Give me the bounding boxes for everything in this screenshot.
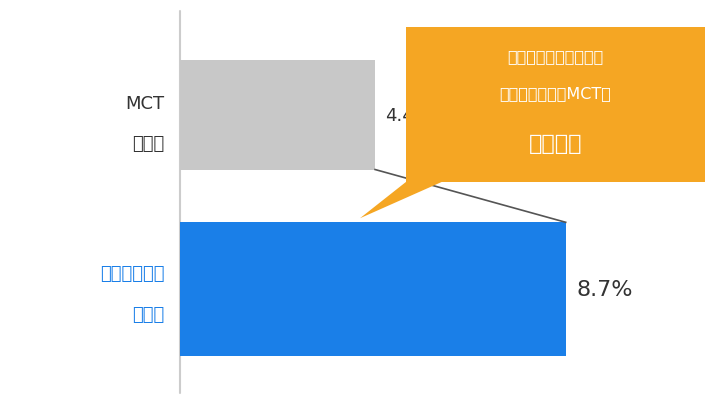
Text: MCT: MCT	[125, 94, 165, 112]
Text: ターメリックオイルの: ターメリックオイルの	[508, 49, 603, 64]
Text: オイル: オイル	[132, 135, 165, 153]
Text: オイル: オイル	[132, 305, 165, 323]
FancyBboxPatch shape	[406, 28, 705, 182]
Text: 8.7%: 8.7%	[576, 279, 632, 300]
Text: 約２倍！: 約２倍！	[528, 134, 582, 154]
Text: セサミン濃度はMCTの: セサミン濃度はMCTの	[500, 85, 611, 100]
Polygon shape	[180, 223, 566, 356]
Polygon shape	[360, 182, 442, 219]
Polygon shape	[180, 61, 375, 170]
Text: 4.4%: 4.4%	[385, 107, 431, 124]
Text: ターメリック: ターメリック	[100, 264, 165, 282]
